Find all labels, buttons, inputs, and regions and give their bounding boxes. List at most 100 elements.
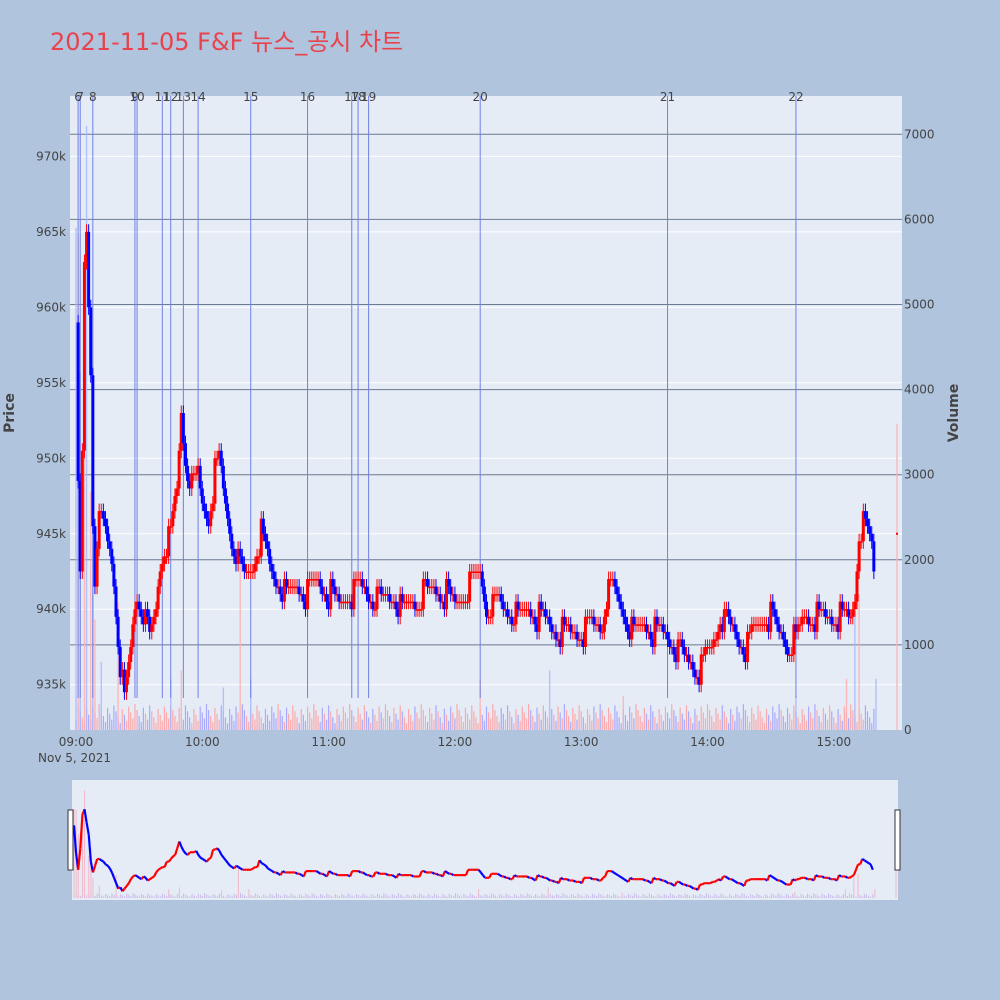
candle-body (870, 533, 874, 542)
range-slider-left-handle[interactable] (67, 809, 74, 871)
candle-body (285, 579, 289, 587)
volume-bar (197, 720, 199, 730)
candle-body (339, 601, 343, 604)
candle-body (741, 646, 745, 655)
slider-volume-bar (657, 894, 659, 898)
volume-bar (212, 722, 214, 730)
candle-body (261, 518, 265, 534)
candle-body (101, 511, 105, 519)
volume-bar (599, 704, 601, 730)
slider-volume-bar (210, 896, 212, 898)
candle-body (255, 556, 259, 564)
volume-bar (829, 705, 831, 730)
slider-volume-bar (454, 893, 456, 898)
candle-body (436, 594, 440, 596)
volume-bar (488, 712, 490, 730)
volume-bar (614, 705, 616, 730)
slider-price-segment (537, 874, 541, 878)
candle-body (712, 639, 716, 647)
slider-price-segment (105, 863, 109, 867)
candle-body (550, 624, 554, 632)
slider-volume-bar (758, 894, 760, 898)
candle-body (188, 480, 192, 489)
candle-body (312, 579, 316, 581)
slider-volume-bar (823, 895, 825, 898)
candle-body (106, 526, 110, 542)
slider-price-segment (838, 874, 842, 878)
volume-bar (801, 708, 803, 730)
candle-body (232, 548, 236, 557)
candle-body (657, 624, 661, 626)
candle-body (169, 526, 173, 528)
slider-price-segment (827, 876, 832, 881)
candle-body (838, 601, 842, 632)
candle-body (836, 624, 840, 632)
candle-body (289, 586, 293, 589)
volume-bar (104, 722, 107, 730)
candle-body (866, 518, 870, 527)
slider-volume-bar (457, 894, 459, 898)
slider-price-segment (180, 846, 185, 852)
volume-bar (591, 720, 593, 730)
slider-volume-bar (777, 893, 779, 898)
volume-bar (130, 712, 132, 730)
candle-body (348, 601, 352, 604)
volume-spike-bar (548, 670, 551, 730)
candle-body (859, 541, 863, 543)
volume-bar (237, 712, 239, 730)
slider-volume-bar (151, 895, 153, 898)
volume-bar (685, 705, 688, 730)
candlestick-series[interactable] (76, 224, 898, 700)
candle-body (682, 646, 686, 655)
volume-bar (300, 708, 302, 730)
candle-body (644, 624, 648, 632)
slider-volume-bar (212, 894, 214, 898)
slider-volume-bar (195, 896, 197, 898)
news-event-label: 8 (89, 90, 97, 104)
slider-price-segment (77, 848, 82, 870)
slider-volume-bar (465, 895, 467, 898)
slider-volume-bar (309, 895, 311, 898)
slider-price-segment (612, 871, 617, 875)
slider-price-segment (163, 861, 168, 868)
candle-body (647, 631, 651, 634)
volume-bar (174, 716, 176, 730)
candle-body (108, 541, 112, 549)
candle-body (154, 609, 158, 617)
volume-bar (393, 707, 395, 730)
volume-bar (328, 705, 330, 730)
slider-volume-bar (412, 893, 414, 898)
range-slider-background[interactable] (72, 780, 898, 900)
candle-body (830, 616, 834, 625)
candle-body (369, 601, 373, 604)
slider-price-segment (144, 877, 149, 882)
slider-price-segment (773, 876, 777, 881)
slider-price-segment (560, 876, 564, 881)
volume-bar (669, 718, 671, 730)
candle-body (476, 571, 480, 573)
slider-volume-bar (391, 894, 393, 898)
candle-body (607, 579, 611, 610)
slider-volume-bar (743, 894, 745, 898)
slider-price-segment (629, 876, 634, 881)
range-slider-right-handle[interactable] (894, 809, 901, 871)
candle-body (632, 616, 636, 625)
volume-bar (111, 719, 113, 730)
volume-bar (416, 712, 418, 730)
slider-volume-bar (256, 894, 258, 898)
volume-bar (315, 710, 317, 730)
slider-volume-bar (570, 894, 572, 898)
candle-body (278, 586, 282, 595)
candle-body (861, 511, 865, 542)
slider-volume-bar (596, 895, 598, 898)
slider-volume-bar (514, 894, 516, 898)
volume-spike-bar (75, 227, 77, 730)
candle-body (663, 631, 667, 634)
slider-volume-bar (591, 893, 593, 898)
slider-price-segment (94, 858, 99, 867)
slider-volume-bar (395, 896, 397, 898)
slider-volume-bar (159, 896, 161, 898)
candle-body (173, 496, 177, 512)
candle-body (569, 624, 573, 632)
